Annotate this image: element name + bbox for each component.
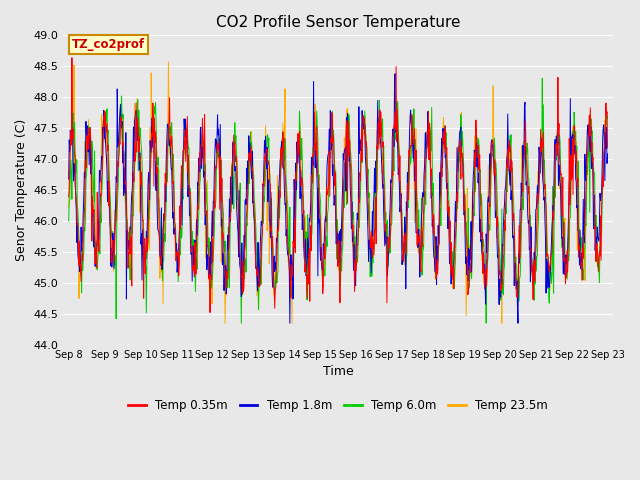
Legend: Temp 0.35m, Temp 1.8m, Temp 6.0m, Temp 23.5m: Temp 0.35m, Temp 1.8m, Temp 6.0m, Temp 2… xyxy=(124,394,553,416)
Y-axis label: Senor Temperature (C): Senor Temperature (C) xyxy=(15,119,28,261)
Text: TZ_co2prof: TZ_co2prof xyxy=(72,38,145,51)
Title: CO2 Profile Sensor Temperature: CO2 Profile Sensor Temperature xyxy=(216,15,460,30)
X-axis label: Time: Time xyxy=(323,365,353,378)
